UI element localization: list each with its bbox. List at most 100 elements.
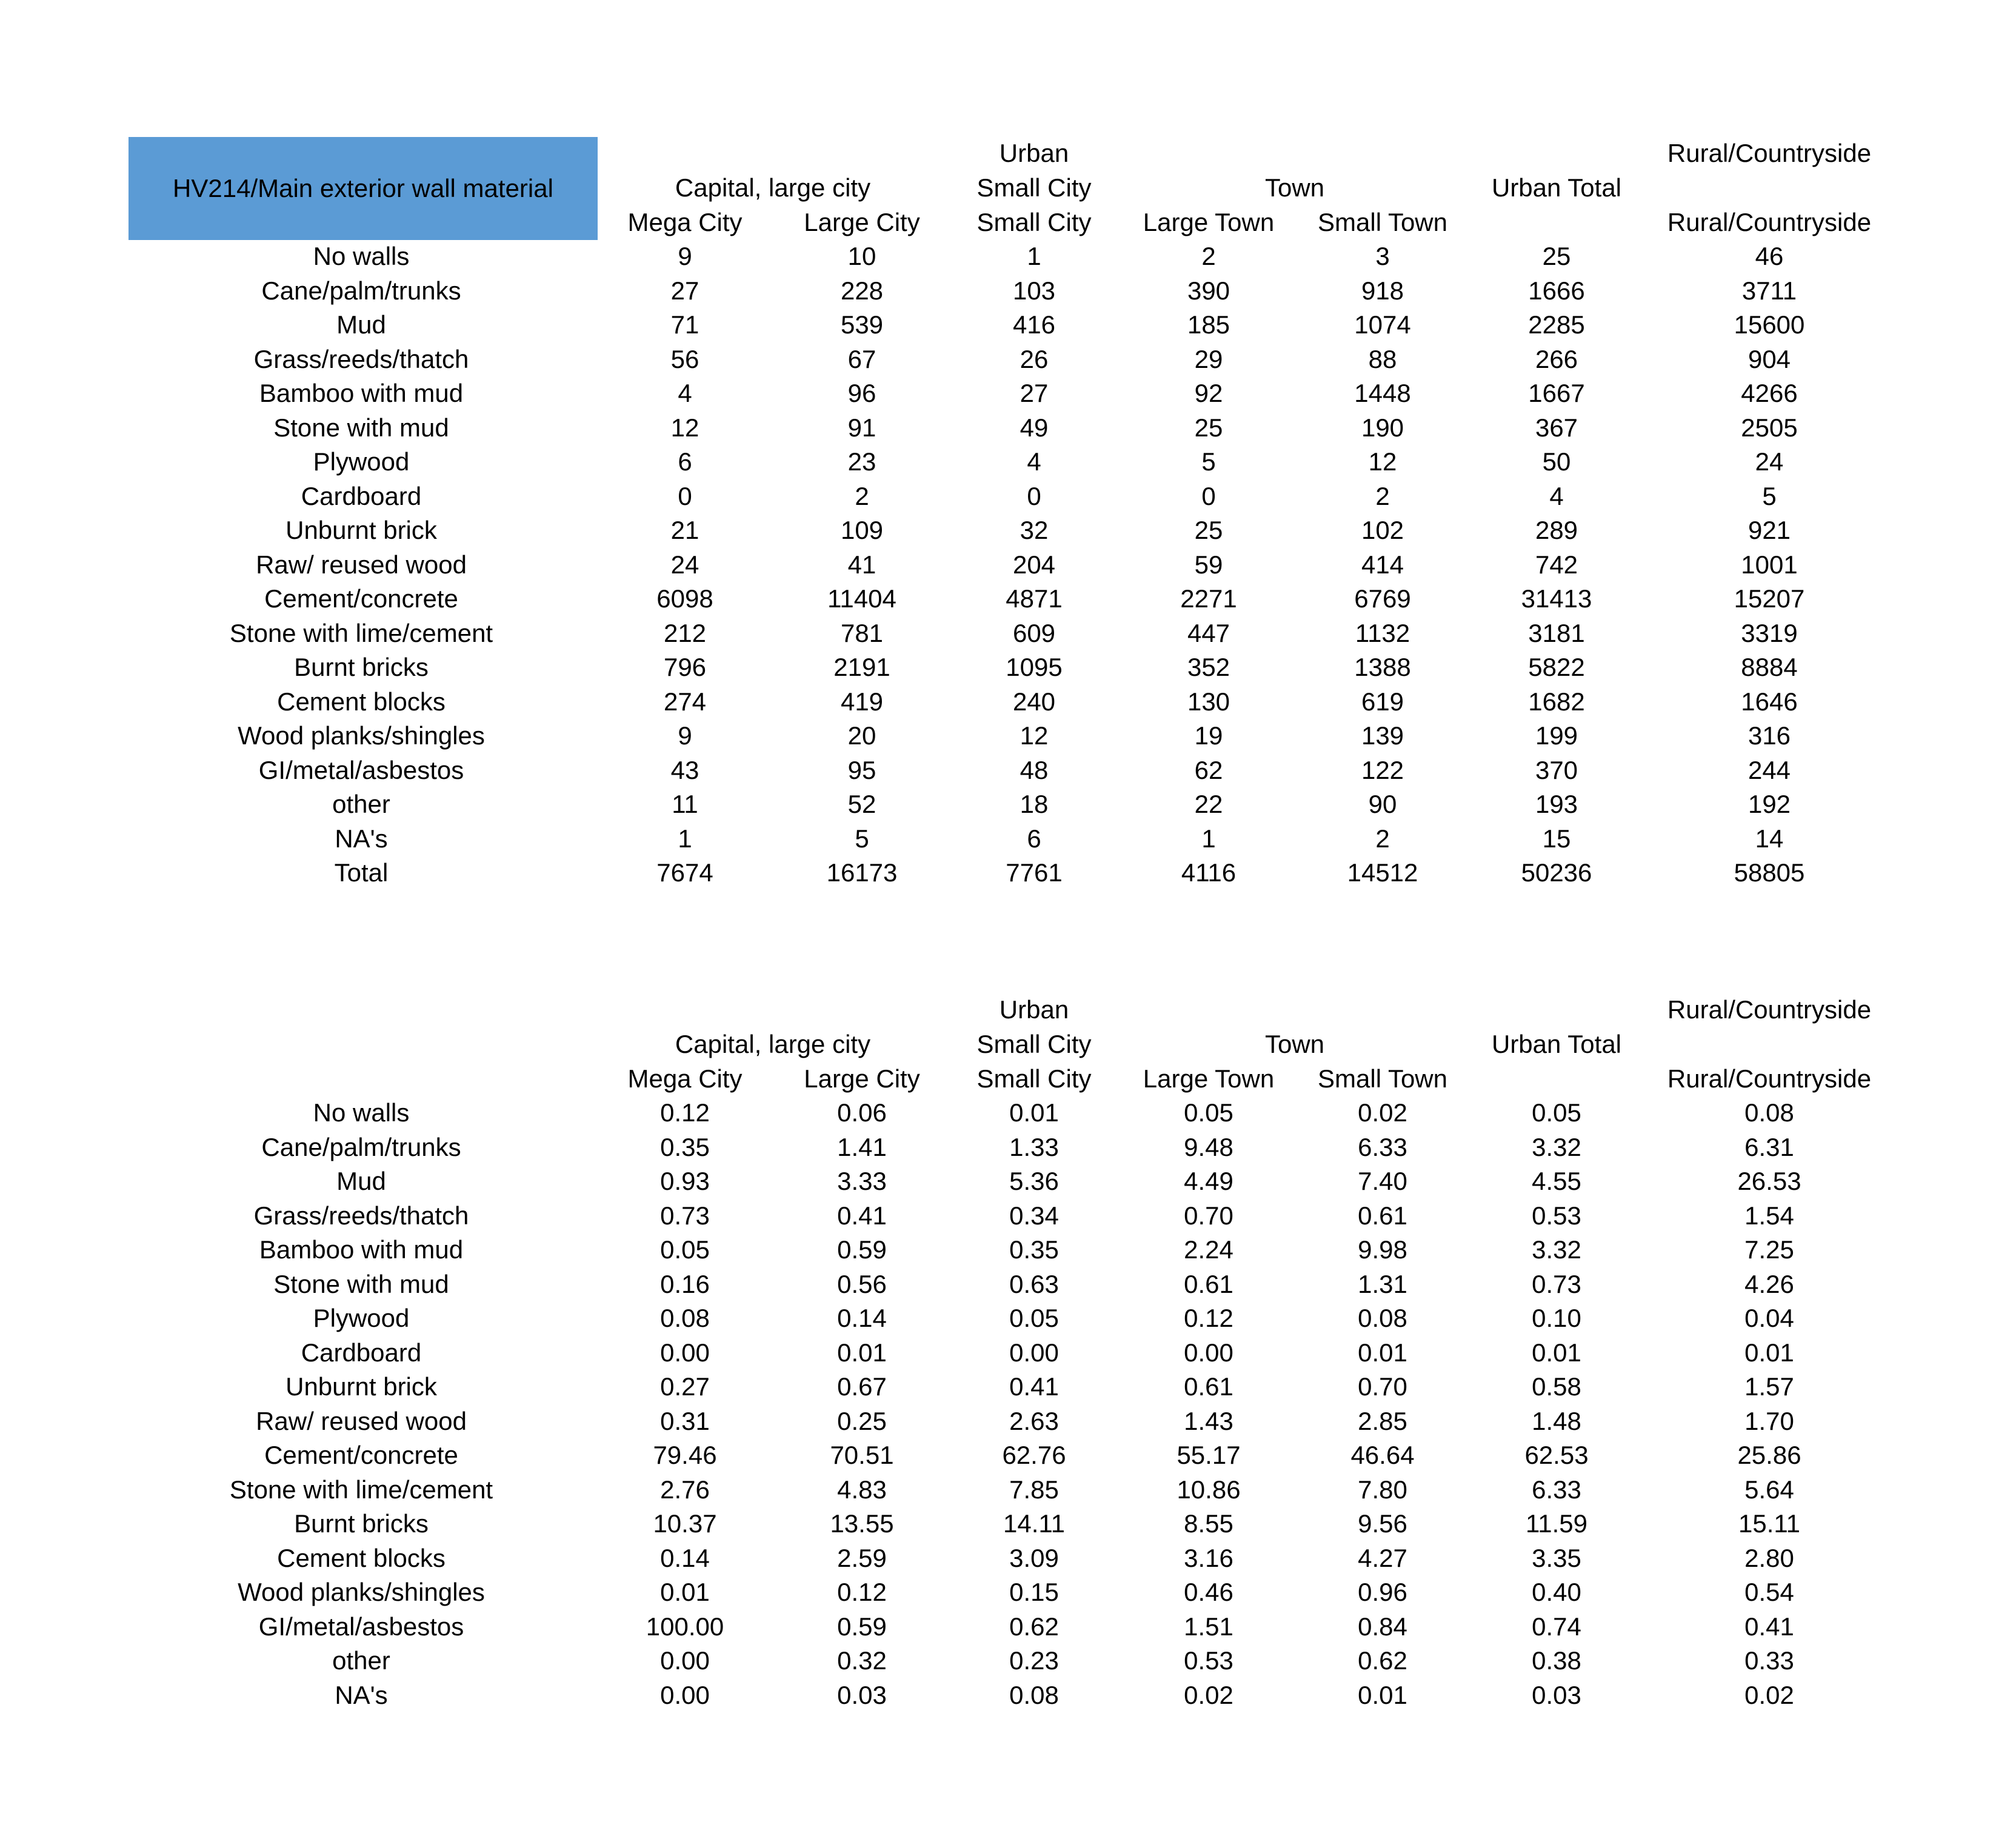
table-cell[interactable]: 0.01 (1358, 1338, 1407, 1367)
table-cell[interactable]: 19 (1194, 721, 1223, 750)
table-cell[interactable]: 3.33 (837, 1167, 887, 1195)
table-cell[interactable]: 1074 (1354, 310, 1411, 339)
table-cell[interactable]: 1.51 (1184, 1612, 1233, 1641)
table-title-cell[interactable]: HV214/Main exterior wall material (129, 137, 598, 240)
table-cell[interactable]: 228 (840, 276, 884, 305)
table-cell[interactable]: 1 (1201, 824, 1216, 853)
table-cell[interactable]: 1388 (1354, 653, 1411, 681)
table-cell[interactable]: 20 (847, 721, 876, 750)
table-cell[interactable]: 9 (678, 721, 692, 750)
table-cell[interactable]: 5 (1762, 481, 1777, 510)
table-cell[interactable]: 6.33 (1532, 1475, 1581, 1504)
table-cell[interactable]: 0.73 (660, 1201, 710, 1230)
table-cell[interactable]: 0.61 (1358, 1201, 1407, 1230)
table-cell[interactable]: 0.05 (1532, 1098, 1581, 1127)
table-cell[interactable]: 414 (1361, 550, 1404, 579)
table-cell[interactable]: 122 (1361, 755, 1404, 784)
table-cell[interactable]: 14.11 (1003, 1509, 1065, 1538)
table-cell[interactable]: 15207 (1734, 584, 1805, 613)
table-cell[interactable]: 0.14 (660, 1543, 710, 1572)
table-cell[interactable]: 3.32 (1532, 1132, 1581, 1161)
row-label[interactable]: Mud (336, 310, 386, 339)
row-label[interactable]: Mud (336, 1167, 386, 1195)
table-cell[interactable]: 0.01 (1009, 1098, 1059, 1127)
table-cell[interactable]: 24 (670, 550, 699, 579)
table-cell[interactable]: 212 (663, 618, 707, 647)
table-cell[interactable]: 0.59 (837, 1612, 887, 1641)
table-cell[interactable]: 0.12 (660, 1098, 710, 1127)
table-cell[interactable]: 62.76 (1002, 1441, 1066, 1469)
table-cell[interactable]: 58805 (1734, 858, 1805, 887)
table-cell[interactable]: 96 (847, 379, 876, 407)
table-cell[interactable]: 29 (1194, 344, 1223, 373)
table-cell[interactable]: 0.03 (1532, 1680, 1581, 1709)
table-cell[interactable]: 5822 (1528, 653, 1585, 681)
table-cell[interactable]: 95 (847, 755, 876, 784)
row-label[interactable]: Cane/palm/trunks (261, 276, 461, 305)
table-cell[interactable]: 3.16 (1184, 1543, 1233, 1572)
table-cell[interactable]: 26.53 (1737, 1167, 1801, 1195)
table-cell[interactable]: 0.02 (1184, 1680, 1233, 1709)
table-cell[interactable]: 3319 (1741, 618, 1798, 647)
row-label[interactable]: Grass/reeds/thatch (253, 1201, 469, 1230)
table-cell[interactable]: 139 (1361, 721, 1404, 750)
row-label[interactable]: other (332, 790, 390, 818)
table-cell[interactable]: 15.11 (1738, 1509, 1800, 1538)
table-cell[interactable]: 5 (1201, 447, 1216, 476)
table-cell[interactable]: 62 (1194, 755, 1223, 784)
table-cell[interactable]: 7.25 (1744, 1235, 1794, 1264)
table-cell[interactable]: 0.40 (1532, 1578, 1581, 1606)
table-cell[interactable]: 6 (678, 447, 692, 476)
table-cell[interactable]: 25 (1542, 242, 1571, 270)
table-cell[interactable]: 0 (1201, 481, 1216, 510)
table-cell[interactable]: 0.56 (837, 1269, 887, 1298)
table-cell[interactable]: 0.00 (660, 1338, 710, 1367)
table-cell[interactable]: 0.01 (660, 1578, 710, 1606)
table-cell[interactable]: 130 (1187, 687, 1230, 716)
row-label[interactable]: Cement/concrete (264, 1441, 458, 1469)
table-cell[interactable]: 11404 (827, 584, 896, 613)
table-cell[interactable]: 2505 (1741, 413, 1798, 442)
table-cell[interactable]: 0.08 (1358, 1304, 1407, 1332)
table-cell[interactable]: 1.70 (1744, 1406, 1794, 1435)
table-cell[interactable]: 22 (1194, 790, 1223, 818)
table-cell[interactable]: 0.00 (660, 1680, 710, 1709)
row-label[interactable]: No walls (313, 1098, 410, 1127)
row-label[interactable]: Plywood (313, 1304, 410, 1332)
table-cell[interactable]: 199 (1535, 721, 1578, 750)
table-cell[interactable]: 8.55 (1184, 1509, 1233, 1538)
table-cell[interactable]: 21 (670, 516, 699, 544)
table-cell[interactable]: 0.16 (660, 1269, 710, 1298)
table-cell[interactable]: 1667 (1528, 379, 1585, 407)
table-cell[interactable]: 539 (840, 310, 884, 339)
table-cell[interactable]: 0.70 (1358, 1372, 1407, 1401)
table-cell[interactable]: 240 (1012, 687, 1056, 716)
table-cell[interactable]: 0.25 (837, 1406, 887, 1435)
table-cell[interactable]: 10.37 (653, 1509, 717, 1538)
table-cell[interactable]: 0.02 (1744, 1680, 1794, 1709)
table-cell[interactable]: 6 (1027, 824, 1041, 853)
table-cell[interactable]: 185 (1187, 310, 1230, 339)
table-cell[interactable]: 3.32 (1532, 1235, 1581, 1264)
table-cell[interactable]: 742 (1535, 550, 1578, 579)
table-cell[interactable]: 0.73 (1532, 1269, 1581, 1298)
row-label[interactable]: Wood planks/shingles (238, 721, 485, 750)
table-cell[interactable]: 619 (1361, 687, 1404, 716)
table-cell[interactable]: 2191 (833, 653, 890, 681)
table-cell[interactable]: 18 (1020, 790, 1049, 818)
table-cell[interactable]: 0.01 (1532, 1338, 1581, 1367)
table-cell[interactable]: 15 (1542, 824, 1571, 853)
table-cell[interactable]: 2 (855, 481, 869, 510)
row-label[interactable]: Wood planks/shingles (238, 1578, 485, 1606)
table-cell[interactable]: 0.61 (1184, 1269, 1233, 1298)
table-cell[interactable]: 289 (1535, 516, 1578, 544)
table-cell[interactable]: 0.06 (837, 1098, 887, 1127)
table-cell[interactable]: 0.70 (1184, 1201, 1233, 1230)
table-cell[interactable]: 2.59 (837, 1543, 887, 1572)
table-cell[interactable]: 0.96 (1358, 1578, 1407, 1606)
table-cell[interactable]: 419 (840, 687, 884, 716)
table-cell[interactable]: 9.98 (1358, 1235, 1407, 1264)
table-cell[interactable]: 7761 (1006, 858, 1063, 887)
table-cell[interactable]: 41 (847, 550, 876, 579)
table-cell[interactable]: 50 (1542, 447, 1571, 476)
